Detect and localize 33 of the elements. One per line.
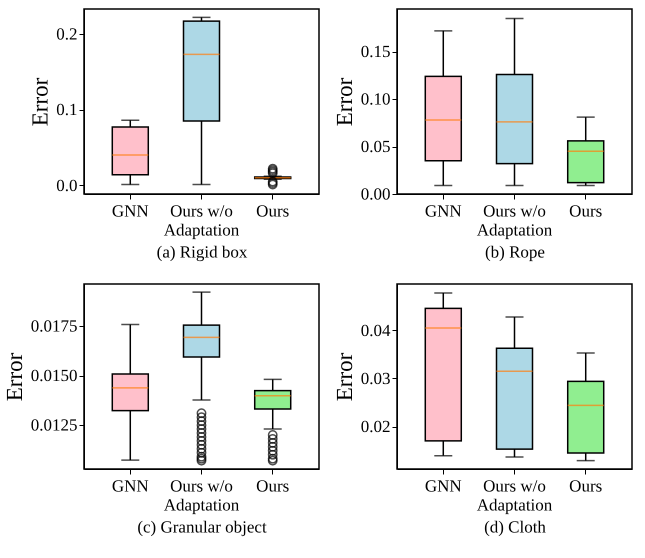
y-axis-title: Error — [2, 352, 27, 402]
y-tick-label: 0.03 — [360, 368, 390, 388]
x-tick-label: GNN — [424, 476, 462, 496]
x-tick-label: Ours — [569, 202, 602, 220]
y-tick-label: 0.00 — [360, 184, 390, 204]
y-tick-label: 0.0125 — [30, 416, 78, 435]
y-tick-label: 0.02 — [360, 417, 390, 436]
y-tick-label: 0.04 — [360, 320, 391, 340]
x-tick-label: Ours — [256, 476, 290, 496]
x-axis-title: (b) Rope — [485, 242, 545, 262]
x-tick-label: Ours w/o Adaptation — [476, 202, 553, 240]
y-tick-label: 0.15 — [360, 42, 390, 62]
y-axis-title: Error — [332, 77, 357, 126]
y-tick-label: 0.05 — [360, 137, 390, 156]
y-tick-label: 0.10 — [360, 90, 390, 109]
x-tick-label: GNN — [112, 476, 149, 496]
x-tick-label: GNN — [424, 202, 462, 220]
y-axis-title: Error — [332, 352, 357, 402]
y-tick-label: 0.0150 — [30, 366, 78, 386]
x-axis-title: (d) Cloth — [484, 518, 546, 536]
y-axis-title: Error — [27, 77, 52, 126]
x-tick-label: Ours — [256, 202, 290, 220]
x-tick-label: Ours — [569, 476, 602, 496]
y-tick-label: 0.1 — [56, 100, 78, 120]
x-axis-title: (a) Rigid box — [156, 242, 248, 262]
y-tick-label: 0.0175 — [30, 316, 78, 336]
x-tick-label: Ours w/o Adaptation — [164, 202, 240, 240]
x-tick-label: Ours w/o Adaptation — [164, 476, 240, 514]
x-axis-title: (c) Granular object — [137, 518, 267, 536]
y-tick-label: 0.0 — [56, 176, 78, 195]
x-tick-label: Ours w/o Adaptation — [476, 476, 553, 514]
y-tick-label: 0.2 — [56, 24, 78, 44]
x-tick-label: GNN — [112, 202, 149, 220]
